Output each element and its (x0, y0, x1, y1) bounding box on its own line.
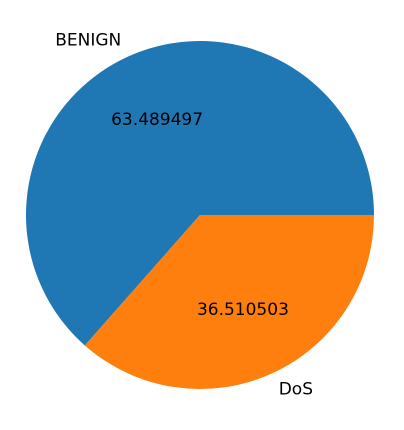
slice-value-label-dos: 36.510503 (197, 300, 289, 320)
slice-label-dos: DoS (279, 379, 313, 399)
pie-slices (25, 41, 375, 389)
pie-slice-dos (84, 215, 374, 389)
slice-value-label-benign: 63.489497 (111, 110, 203, 130)
pie-slice-benign (25, 41, 375, 346)
pie-labels: BENIGN 63.489497 DoS 36.510503 (55, 31, 313, 400)
slice-label-benign: BENIGN (55, 31, 121, 51)
